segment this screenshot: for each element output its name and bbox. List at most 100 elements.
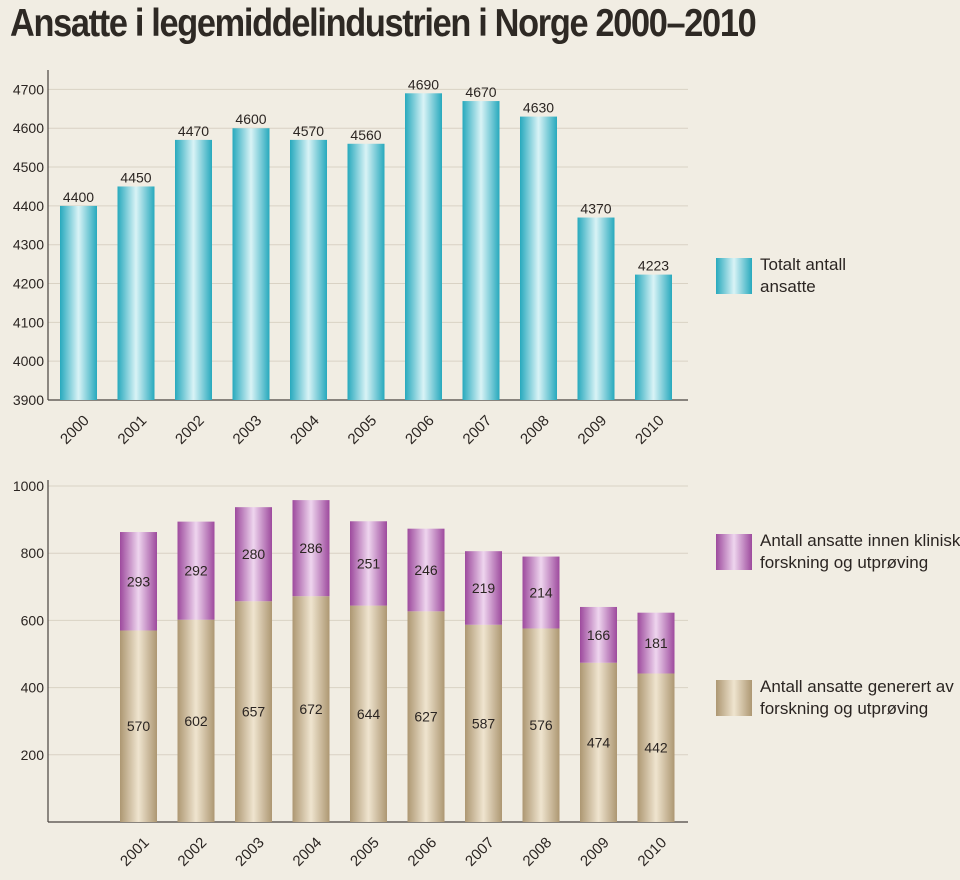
data-label: 219 — [472, 580, 496, 596]
y-tick-label: 4400 — [13, 198, 44, 214]
data-label: 4370 — [580, 201, 611, 217]
data-label: 4630 — [523, 100, 554, 116]
data-label: 672 — [299, 701, 323, 717]
data-label: 292 — [184, 563, 208, 579]
data-label: 293 — [127, 573, 151, 589]
y-tick-label: 200 — [21, 747, 45, 763]
data-label: 4470 — [178, 123, 209, 139]
data-label: 286 — [299, 540, 323, 556]
x-tick-label: 2003 — [232, 834, 268, 870]
y-tick-label: 4200 — [13, 276, 44, 292]
data-label: 4223 — [638, 258, 669, 274]
x-tick-label: 2007 — [462, 834, 498, 870]
bar — [405, 93, 442, 400]
bar — [175, 139, 212, 400]
data-label: 4600 — [235, 111, 266, 127]
legend-swatch-total — [716, 258, 752, 294]
legend-label-total: Totalt antall ansatte — [760, 255, 846, 296]
x-tick-label: 2010 — [632, 412, 668, 448]
x-tick-label: 2002 — [172, 412, 208, 448]
data-label: 602 — [184, 713, 208, 729]
bar-segment-clinical — [350, 521, 387, 606]
y-tick-label: 800 — [21, 545, 45, 561]
bar-segment-generated — [522, 628, 560, 822]
bar-segment-generated — [292, 596, 330, 822]
x-tick-label: 2009 — [575, 412, 611, 448]
y-tick-label: 4300 — [13, 237, 44, 253]
legend-swatch-clinical — [716, 534, 752, 570]
data-label: 576 — [529, 717, 553, 733]
bar-segment-clinical — [522, 556, 560, 629]
bar — [520, 116, 557, 401]
data-label: 214 — [529, 585, 553, 601]
bar-segment-clinical — [465, 551, 502, 625]
y-tick-label: 4500 — [13, 159, 44, 175]
bar-segment-generated — [637, 673, 675, 822]
data-label: 251 — [357, 555, 381, 571]
x-tick-label: 2001 — [117, 834, 153, 870]
y-tick-label: 3900 — [13, 392, 44, 408]
x-tick-label: 2005 — [345, 412, 381, 448]
x-tick-label: 2008 — [520, 834, 556, 870]
bar — [577, 217, 615, 400]
x-tick-label: 2002 — [175, 834, 211, 870]
bar-segment-clinical — [235, 507, 272, 602]
y-tick-label: 4600 — [13, 120, 44, 136]
data-label: 657 — [242, 704, 266, 720]
x-tick-label: 2000 — [57, 412, 93, 448]
x-tick-label: 2006 — [402, 412, 438, 448]
data-label: 4690 — [408, 76, 439, 92]
x-tick-label: 2006 — [405, 834, 441, 870]
data-label: 246 — [414, 562, 438, 578]
legend-label-generated: Antall ansatte generert av forskning og … — [760, 677, 954, 718]
data-label: 627 — [414, 709, 438, 725]
bar-segment-clinical — [120, 532, 157, 631]
bar-segment-generated — [350, 605, 387, 822]
data-label: 4570 — [293, 123, 324, 139]
x-tick-label: 2007 — [460, 412, 496, 448]
data-label: 166 — [587, 627, 611, 643]
bar-segment-generated — [177, 619, 215, 822]
legend-swatch-generated — [716, 680, 752, 716]
data-label: 4450 — [120, 169, 151, 185]
y-tick-label: 4100 — [13, 314, 44, 330]
bar-segment-generated — [580, 662, 617, 822]
legend-label-clinical: Antall ansatte innen klinisk forskning o… — [760, 531, 960, 572]
total-employees-chart: 3900 4000 4100 4200 4300 4400 4500 4600 4700 4400… — [13, 70, 688, 448]
data-label: 587 — [472, 715, 496, 731]
y-tick-label: 4000 — [13, 353, 44, 369]
data-label: 4400 — [63, 189, 94, 205]
x-tick-label: 2004 — [287, 412, 323, 448]
y-tick-label: 400 — [21, 680, 45, 696]
bar — [635, 274, 672, 400]
bar — [232, 128, 270, 400]
bar-segment-clinical — [637, 612, 675, 674]
data-label: 644 — [357, 706, 381, 722]
data-label: 442 — [644, 740, 668, 756]
data-label: 474 — [587, 734, 611, 750]
bar-segment-clinical — [580, 606, 617, 663]
data-label: 181 — [644, 635, 668, 651]
x-tick-label: 2004 — [290, 834, 326, 870]
x-tick-label: 2005 — [347, 834, 383, 870]
data-label: 4670 — [465, 84, 496, 100]
bar — [117, 186, 155, 400]
bar-segment-clinical — [407, 528, 445, 612]
bar-segment-generated — [235, 601, 272, 822]
data-label: 4560 — [350, 127, 381, 143]
bar-segment-generated — [407, 611, 445, 822]
x-tick-label: 2009 — [577, 834, 613, 870]
bar-segment-clinical — [292, 500, 330, 597]
data-label: 280 — [242, 546, 266, 562]
x-tick-label: 2003 — [230, 412, 266, 448]
x-tick-label: 2001 — [115, 412, 151, 448]
bar-segment-generated — [465, 624, 502, 822]
bar — [290, 139, 327, 400]
chart-title: Ansatte i legemiddelindustrien i Norge 2… — [10, 2, 757, 45]
research-employees-chart: 200 400 600 800 1000 570 293 2001 602 292 2002 657 2… — [13, 478, 688, 870]
bar — [462, 101, 500, 400]
bar-segment-clinical — [177, 521, 215, 620]
y-tick-label: 4700 — [13, 81, 44, 97]
bar — [347, 143, 385, 400]
data-label: 570 — [127, 718, 151, 734]
